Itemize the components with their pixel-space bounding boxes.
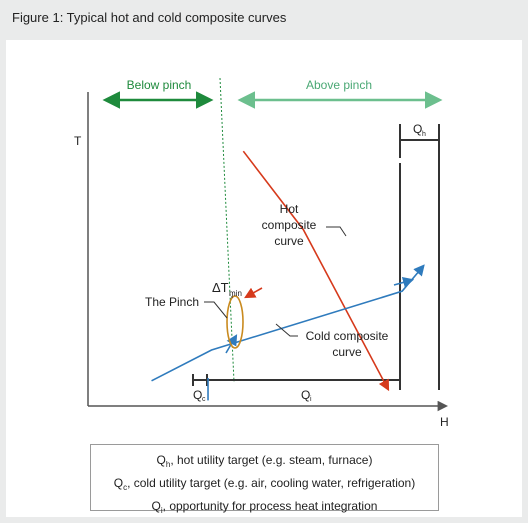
cold-curve-label-line2: curve [332,345,362,359]
qc-label: Q [193,388,202,402]
pinch-line [219,77,235,383]
y-axis-label: T [74,134,82,148]
legend-qc-text: , cold utility target (e.g. air, cooling… [127,476,416,490]
legend-qi: Qi, opportunity for process heat integra… [91,497,438,520]
delta-t-label-sub: min [229,289,242,298]
legend-qc-sub: c [123,483,128,492]
pinch-label: The Pinch [145,295,199,309]
delta-t-label: ΔT [212,280,229,295]
hot-composite-curve [242,150,390,392]
legend-qi-text: , opportunity for process heat integrati… [162,499,378,513]
plot-panel [6,40,522,517]
hot-curve-label-line3: curve [274,234,304,248]
x-axis-label: H [440,415,449,429]
legend-qi-sub: i [160,506,163,515]
hot-curve-mid-arrow [244,287,263,299]
cold-curve-mid-arrow [393,277,415,288]
qi-label: Q [301,388,310,402]
pinch-ellipse [226,295,244,349]
cold-curve-leader [275,323,298,337]
below-pinch-label: Below pinch [127,78,192,92]
cold-curve-label-line1: Cold composite [306,329,389,343]
legend-qc: Qc, cold utility target (e.g. air, cooli… [91,474,438,497]
legend-qc-symbol: Q [113,476,124,490]
hot-curve-leader [326,226,347,237]
above-pinch-label: Above pinch [306,78,372,92]
hot-curve-label-line1: Hot [280,202,299,216]
qi-label-sub: i [310,396,312,403]
legend-qh-sub: h [165,460,171,469]
qh-label-sub: h [422,131,426,138]
legend-qi-symbol: Q [151,499,161,513]
pinch-leader [204,301,228,319]
legend-qh: Qh, hot utility target (e.g. steam, furn… [91,451,438,474]
qh-label: Q [413,122,422,136]
figure-title: Figure 1: Typical hot and cold composite… [12,10,287,25]
legend-box: Qh, hot utility target (e.g. steam, furn… [90,444,439,515]
legend-qh-text: , hot utility target (e.g. steam, furnac… [170,453,373,467]
qc-label-sub: c [202,396,206,403]
cold-composite-curve [151,264,425,382]
legend-qh-symbol: Q [156,453,166,467]
hot-curve-label-line2: composite [262,218,317,232]
